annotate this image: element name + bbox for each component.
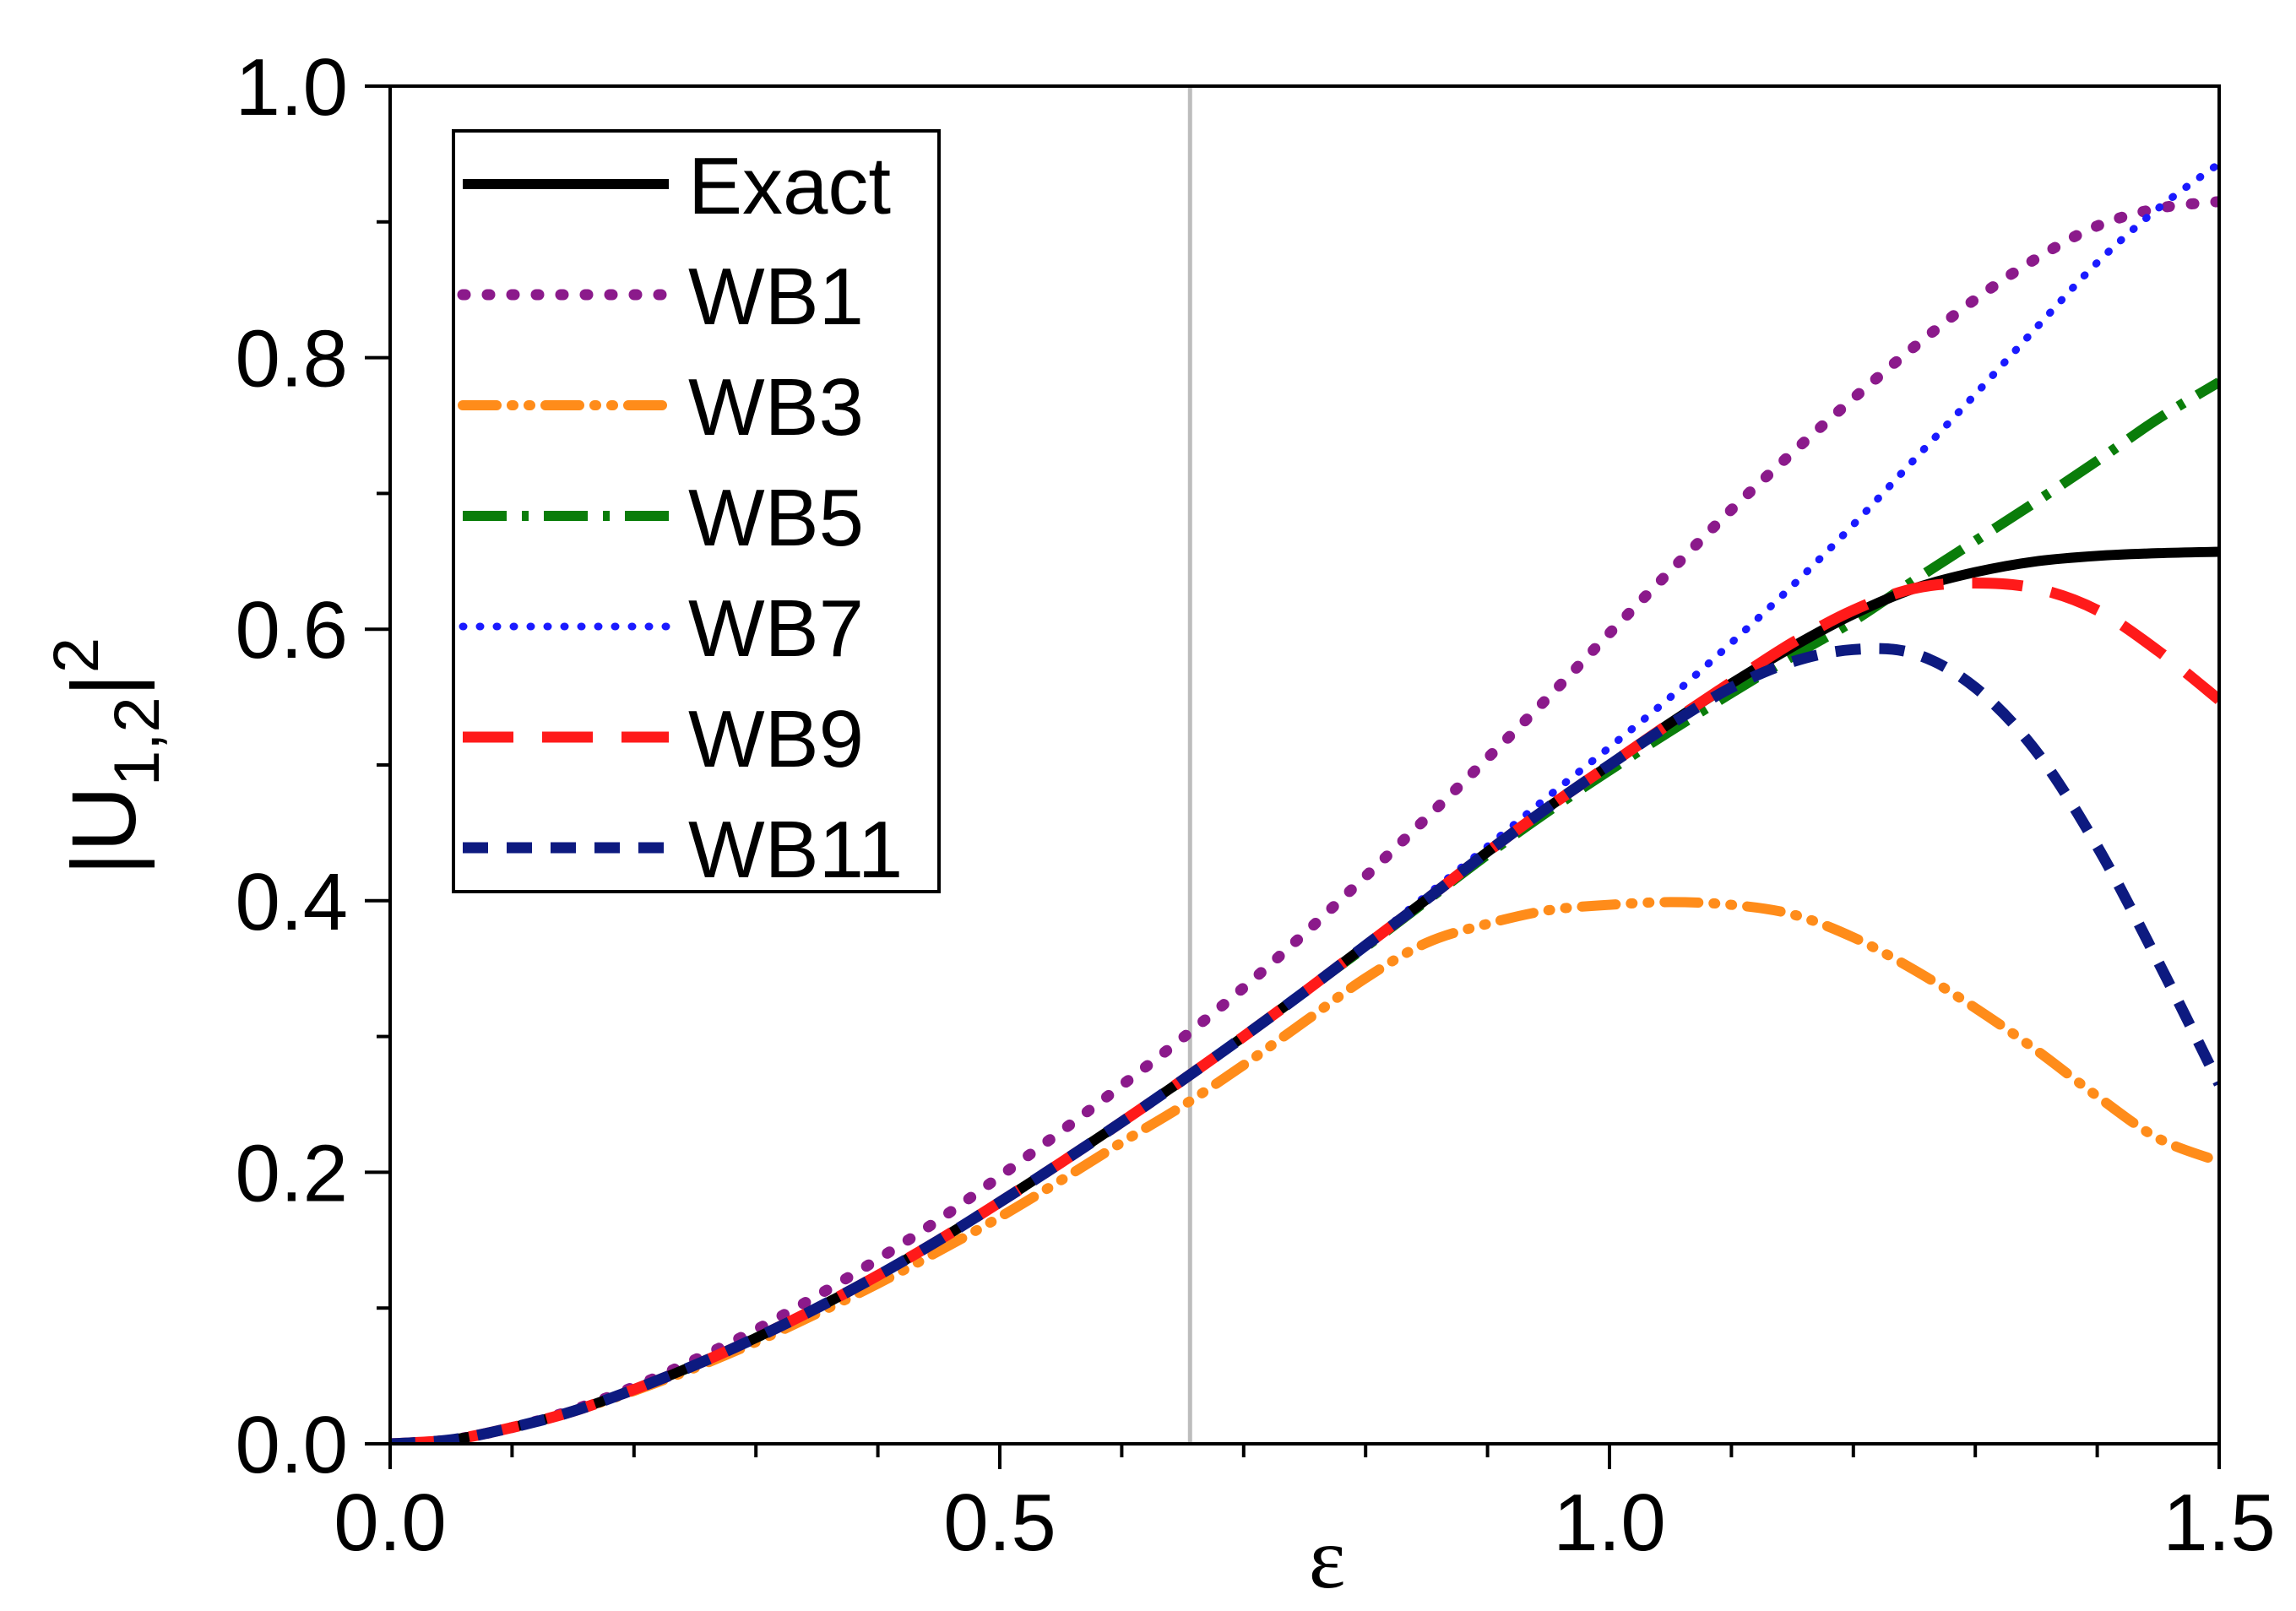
y-title-subscript: 1,2 [101,697,173,786]
y-tick-label: 0.6 [236,585,348,675]
y-tick-label: 0.2 [236,1128,348,1218]
legend-label-wb5: WB5 [688,473,864,563]
y-title-superscript: 2 [41,637,112,673]
y-axis-title: |U1,2|2 [41,637,173,876]
y-tick-label: 0.0 [236,1400,348,1490]
x-tick-label: 0.5 [943,1478,1056,1568]
legend-label-exact: Exact [688,141,891,231]
series-line-wb9 [390,578,2219,1444]
y-title-main: |U [52,786,155,876]
series-line-wb1 [390,196,2219,1444]
y-axis-title-text: |U1,2|2 [41,637,173,876]
x-tick-label: 1.0 [1553,1478,1665,1568]
y-tick-label: 0.4 [236,857,348,947]
series-line-wb11 [390,643,2219,1444]
x-tick-label: 1.5 [2163,1478,2275,1568]
series-line-wb3 [390,897,2219,1444]
legend-label-wb9: WB9 [688,694,864,784]
legend-label-wb7: WB7 [688,583,864,674]
y-tick-label: 0.8 [236,314,348,404]
legend-label-wb1: WB1 [688,252,864,342]
y-title-close: | [52,673,155,697]
legend-label-wb11: WB11 [688,805,903,895]
legend-label-wb3: WB3 [688,362,864,453]
y-tick-label: 1.0 [236,42,348,133]
legend-box [452,129,941,893]
x-tick-label: 0.0 [334,1478,446,1568]
x-axis-title: ε [1309,1510,1346,1607]
